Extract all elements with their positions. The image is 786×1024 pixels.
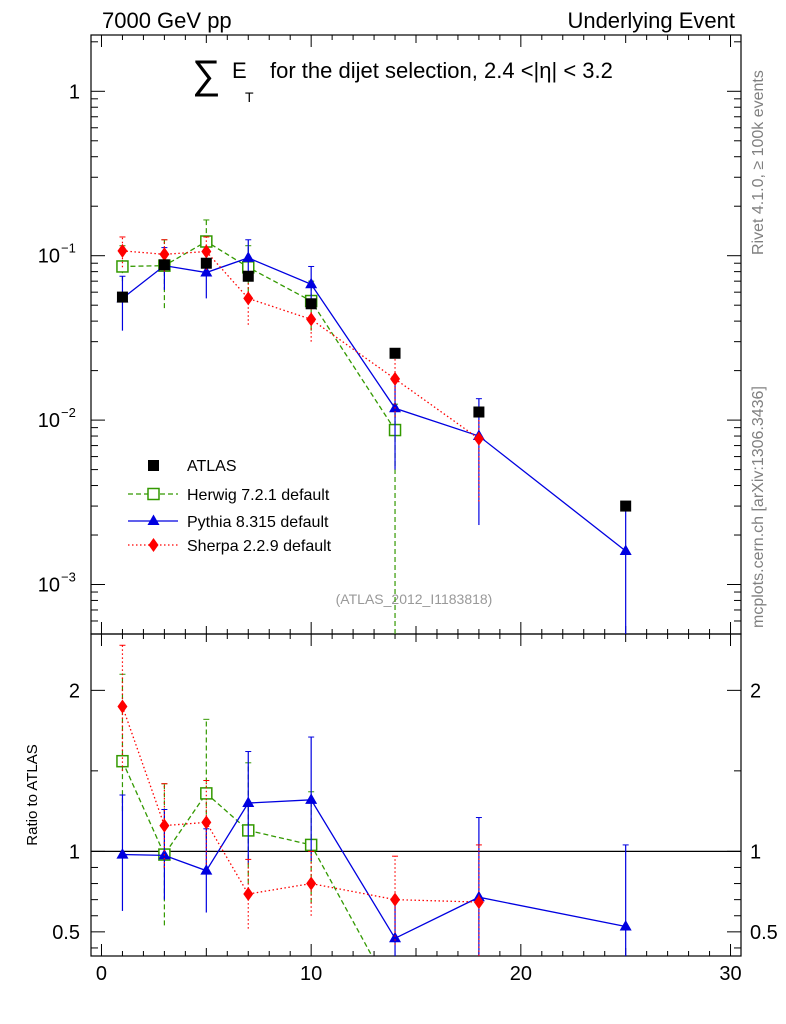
data-point-sherpa <box>117 243 128 258</box>
data-point-ratio-pythia <box>305 793 318 804</box>
ratio-y-tick-label-right: 0.5 <box>750 922 778 944</box>
data-point-atlas <box>242 270 254 282</box>
title-sigma: ∑ <box>192 53 221 97</box>
series-line-herwig <box>122 240 396 431</box>
data-point-atlas <box>473 406 485 418</box>
legend-atlas-label: ATLAS <box>187 458 237 475</box>
data-point-pythia <box>619 544 632 555</box>
data-point-atlas <box>620 500 632 512</box>
series-atlas <box>116 257 632 512</box>
ratio-y-tick-label-right: 1 <box>750 841 761 863</box>
y-tick-label: 1 <box>69 81 80 103</box>
legend-herwig-label: Herwig 7.2.1 default <box>187 487 330 504</box>
data-point-atlas <box>200 257 212 269</box>
y-tick-exponent: −3 <box>61 570 76 585</box>
x-tick-label: 30 <box>719 963 741 985</box>
header-analysis: Underlying Event <box>567 8 735 33</box>
y-tick-exponent: −2 <box>61 405 76 420</box>
y-tick-label: 10 <box>38 246 60 268</box>
data-point-pythia <box>200 266 213 277</box>
data-point-atlas <box>116 291 128 303</box>
data-point-sherpa <box>306 312 317 327</box>
data-point-pythia <box>305 277 318 289</box>
ratio-y-tick-label: 0.5 <box>52 922 80 944</box>
x-tick-label: 0 <box>96 963 107 985</box>
data-point-ratio-sherpa <box>243 887 254 902</box>
series-sherpa <box>117 236 484 502</box>
data-point-ratio-pythia <box>619 920 632 931</box>
data-point-atlas <box>305 298 317 310</box>
legend-herwig-marker <box>147 487 160 501</box>
y-tick-exponent: −1 <box>61 241 76 256</box>
ratio-panel-frame <box>90 633 742 957</box>
data-point-ratio-sherpa <box>390 892 401 907</box>
data-point-sherpa <box>159 247 170 262</box>
title-e: E <box>232 58 247 83</box>
data-point-ratio-pythia <box>200 864 213 875</box>
ratio-y-tick-label: 2 <box>69 680 80 702</box>
y-tick-label: 10 <box>38 575 60 597</box>
data-point-sherpa <box>390 371 401 386</box>
analysis-watermark: (ATLAS_2012_I1183818) <box>336 591 493 607</box>
series-line-pythia <box>122 257 627 552</box>
series-pythia <box>116 239 632 634</box>
data-point-sherpa <box>473 431 484 446</box>
legend-atlas-marker <box>148 460 159 471</box>
data-point-sherpa <box>243 291 254 306</box>
legend-sherpa-label: Sherpa 2.2.9 default <box>187 538 332 555</box>
y-tick-label: 10 <box>38 410 60 432</box>
legend-pythia-marker <box>147 514 160 525</box>
data-point-ratio-herwig <box>200 787 213 800</box>
title-text: for the dijet selection, 2.4 <|η| < 3.2 <box>270 58 613 83</box>
series-line-ratio-herwig <box>121 760 373 956</box>
legend: ATLAS Herwig 7.2.1 default Pythia 8.315 … <box>128 458 332 555</box>
series-line-ratio-pythia <box>122 799 626 940</box>
header-energy: 7000 GeV pp <box>102 8 232 33</box>
data-point-sherpa <box>201 244 212 259</box>
ratio-plot-area: 0 10 20 30 0.5 0.5 1 1 2 2 <box>52 634 778 985</box>
series-ratio-pythia <box>116 736 632 956</box>
ratio-ylabel: Ratio to ATLAS <box>24 744 41 845</box>
data-point-ratio-sherpa <box>473 895 484 910</box>
ratio-y-tick-label-right: 2 <box>750 680 761 702</box>
legend-pythia-label: Pythia 8.315 default <box>187 514 329 531</box>
series-line-ratio-sherpa <box>121 706 479 903</box>
data-point-ratio-sherpa <box>117 699 128 714</box>
series-ratio-herwig <box>116 673 373 956</box>
data-point-pythia <box>389 401 402 413</box>
data-point-pythia <box>242 251 255 262</box>
series-line-sherpa <box>122 250 480 440</box>
data-point-ratio-pythia <box>116 848 129 859</box>
rivet-label: Rivet 4.1.0, ≥ 100k events <box>750 70 767 255</box>
series-ratio-sherpa <box>117 644 484 956</box>
data-point-ratio-sherpa <box>201 815 212 830</box>
legend-sherpa-marker <box>148 538 159 552</box>
data-point-ratio-sherpa <box>306 876 317 891</box>
x-tick-label: 10 <box>300 963 322 985</box>
data-point-ratio-pythia <box>389 931 402 943</box>
data-point-ratio-sherpa <box>159 818 170 833</box>
x-tick-label: 20 <box>510 963 532 985</box>
data-point-ratio-herwig <box>116 754 129 768</box>
main-plot-area: 10 −310 −210 −11 <box>38 35 741 635</box>
data-point-ratio-pythia <box>242 796 255 808</box>
title-t: T <box>245 89 254 105</box>
data-point-atlas <box>389 347 401 359</box>
mcplots-label: mcplots.cern.ch [arXiv:1306.3436] <box>750 386 767 628</box>
data-point-atlas <box>158 259 170 271</box>
ratio-y-tick-label: 1 <box>69 841 80 863</box>
series-herwig <box>116 219 402 634</box>
